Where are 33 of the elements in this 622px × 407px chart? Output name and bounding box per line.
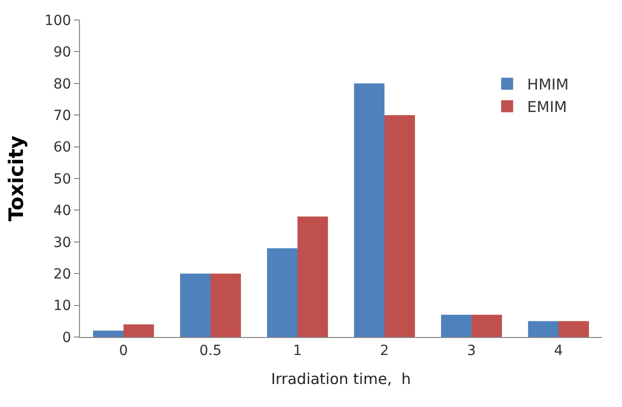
bar [441,314,472,337]
y-tick-label: 60 [53,140,72,156]
y-tick-label: 90 [53,44,72,61]
bar [93,330,124,337]
x-tick-label: 0 [119,342,128,359]
x-tick-label: 3 [467,342,476,359]
y-tick-label: 70 [53,108,72,124]
y-tick-label: 0 [62,330,72,346]
x-tick-label: 1 [293,342,302,359]
bar [210,274,241,337]
bar [267,248,298,337]
y-tick-label: 20 [53,266,72,282]
bar [528,321,558,337]
bar [472,314,502,337]
x-tick-label: 4 [554,342,564,359]
bar [124,324,154,337]
x-axis-title: Irradiation time, h [271,370,411,388]
y-tick-label: 100 [44,12,72,29]
bar [558,321,589,337]
y-tick-label: 50 [53,171,72,188]
bar [384,115,415,337]
bar [354,83,384,337]
bar [180,274,210,337]
x-tick-label: 0.5 [199,342,222,359]
y-tick-label: 10 [53,298,72,314]
y-tick-label: 80 [53,76,72,92]
y-tick-label: 40 [53,203,72,220]
bar [298,216,328,337]
legend-label: HMIM [527,76,569,94]
x-tick-label: 2 [380,342,389,359]
y-axis-title: Toxicity [4,136,28,222]
legend-label: EMIM [527,98,567,116]
y-tick-label: 30 [53,234,72,251]
